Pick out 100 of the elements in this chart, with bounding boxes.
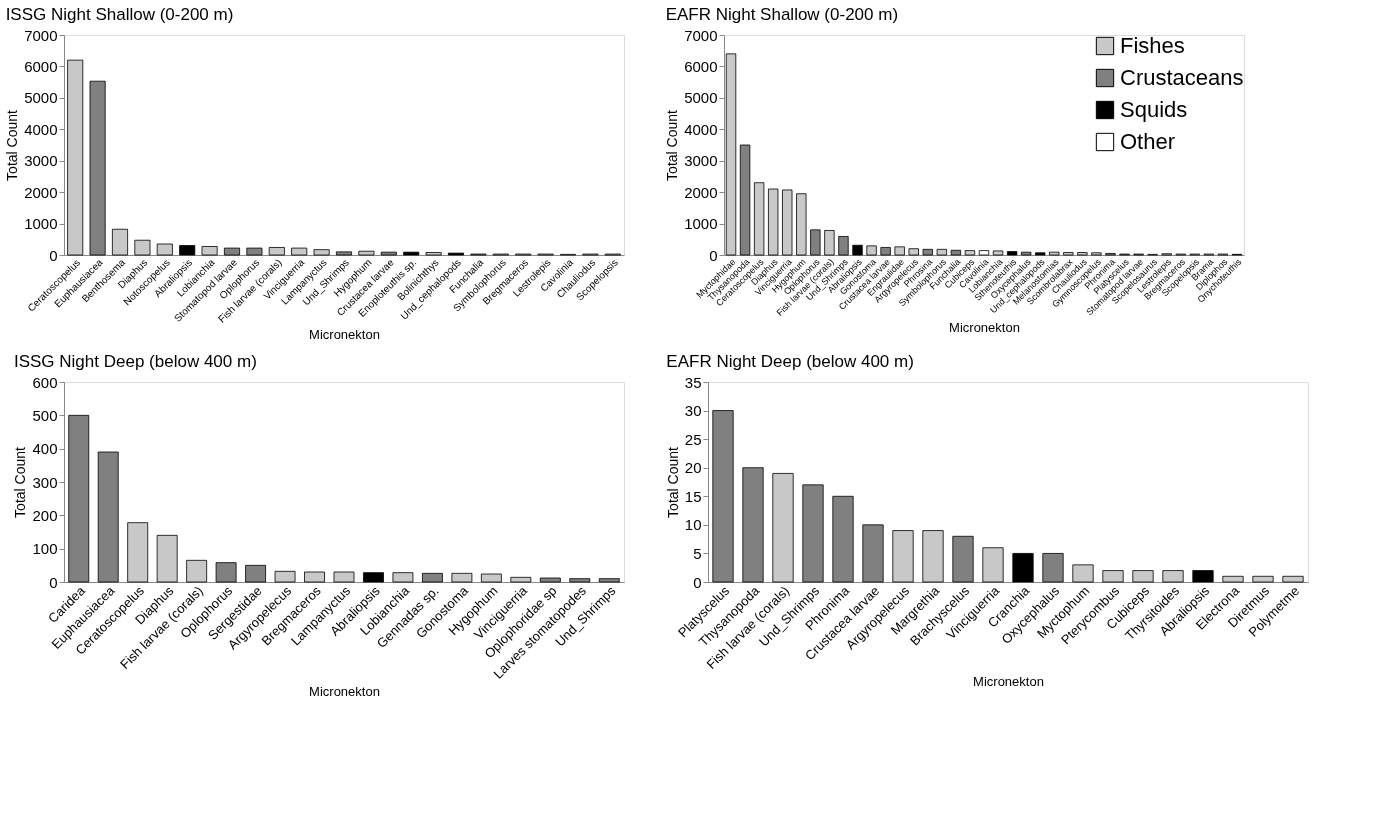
bar (363, 572, 384, 583)
bar (768, 188, 779, 256)
y-tick-label: 7000 (24, 26, 58, 44)
y-tick-label: 20 (684, 459, 702, 477)
bar (274, 570, 296, 583)
bar (852, 244, 863, 256)
bar (824, 230, 835, 256)
legend-label: Other (1120, 129, 1176, 154)
y-tick-label: 5000 (24, 89, 58, 107)
bar (866, 245, 877, 256)
y-tick-label: 600 (32, 373, 58, 391)
chart-title: ISSG Night Deep (below 400 m) (13, 352, 257, 371)
y-tick-label: 0 (709, 246, 718, 264)
y-tick-label: 200 (32, 506, 58, 524)
bar (1072, 564, 1094, 583)
y-tick-label: 0 (49, 246, 58, 264)
y-tick-label: 6000 (684, 57, 718, 75)
bar (392, 572, 414, 583)
y-tick-label: 4000 (24, 120, 58, 138)
bar (268, 247, 285, 256)
bar (480, 573, 502, 583)
bar (1252, 575, 1274, 583)
bar (725, 53, 737, 256)
legend-label: Crustaceans (1120, 65, 1244, 90)
x-axis-title: Micronekton (309, 326, 380, 342)
chart-title: ISSG Night Shallow (0-200 m) (5, 5, 234, 24)
bar (186, 559, 208, 583)
bar (1132, 570, 1154, 583)
bar (403, 251, 420, 256)
y-axis-title: Total Count (4, 109, 21, 181)
bar (127, 522, 149, 583)
bar (922, 530, 944, 583)
bar (201, 246, 218, 256)
y-tick-label: 10 (684, 516, 702, 534)
y-axis-title: Total Count (664, 109, 681, 181)
bar (1222, 575, 1244, 583)
y-tick-label: 15 (684, 487, 702, 505)
y-tick-label: 4000 (684, 120, 718, 138)
bar (1102, 570, 1124, 583)
y-tick-label: 7000 (684, 26, 718, 44)
bar (1035, 252, 1046, 256)
bar (1012, 553, 1034, 583)
y-tick-label: 100 (32, 540, 58, 558)
y-tick-label: 3000 (684, 152, 718, 170)
y-tick-label: 500 (32, 406, 58, 424)
bar (978, 250, 990, 256)
bar (1063, 252, 1074, 256)
bar (156, 243, 173, 256)
bar (333, 571, 355, 583)
bar (964, 250, 976, 256)
legend-label: Fishes (1120, 33, 1185, 58)
bar (304, 571, 325, 583)
bar (772, 473, 794, 583)
bar (908, 248, 919, 256)
y-tick-label: 1000 (684, 215, 718, 233)
bar (1077, 252, 1088, 256)
bar (753, 182, 765, 256)
bar (134, 239, 151, 256)
y-tick-label: 5 (693, 544, 702, 562)
bar (156, 534, 178, 583)
bar (894, 246, 905, 256)
bar (892, 530, 914, 583)
x-axis-title: Micronekton (949, 319, 1020, 335)
bar (510, 576, 532, 583)
y-tick-label: 6000 (24, 57, 58, 75)
y-tick-label: 2000 (684, 183, 718, 201)
y-tick-label: 300 (32, 473, 58, 491)
y-tick-label: 400 (32, 440, 58, 458)
chart-title: EAFR Night Shallow (0-200 m) (665, 5, 899, 24)
bar (936, 248, 948, 256)
bar (782, 189, 793, 256)
bar (1006, 251, 1018, 256)
bar (451, 572, 473, 583)
y-tick-label: 2000 (24, 183, 58, 201)
y-axis-title: Total Count (12, 446, 29, 518)
y-tick-label: 0 (693, 573, 702, 591)
bar (179, 245, 196, 256)
bar (425, 252, 442, 256)
legend-label: Squids (1120, 97, 1188, 122)
x-axis-title: Micronekton (973, 673, 1044, 689)
bar (1049, 251, 1060, 256)
bar (313, 249, 330, 256)
y-tick-label: 25 (684, 430, 702, 448)
bar (358, 250, 375, 256)
y-axis-title: Total Count (664, 446, 681, 518)
bar (992, 250, 1004, 256)
y-tick-label: 1000 (24, 215, 58, 233)
bar (1192, 570, 1214, 583)
chart-title: EAFR Night Deep (below 400 m) (666, 352, 914, 371)
bar (111, 228, 129, 256)
y-tick-label: 5000 (684, 89, 718, 107)
bar (1091, 252, 1102, 256)
bar (796, 193, 807, 256)
bar (67, 59, 84, 256)
bar (291, 247, 308, 256)
y-tick-label: 0 (49, 573, 58, 591)
x-axis-title: Micronekton (309, 683, 380, 699)
bar (1282, 575, 1304, 583)
bar (1162, 570, 1184, 583)
y-tick-label: 30 (684, 402, 702, 420)
